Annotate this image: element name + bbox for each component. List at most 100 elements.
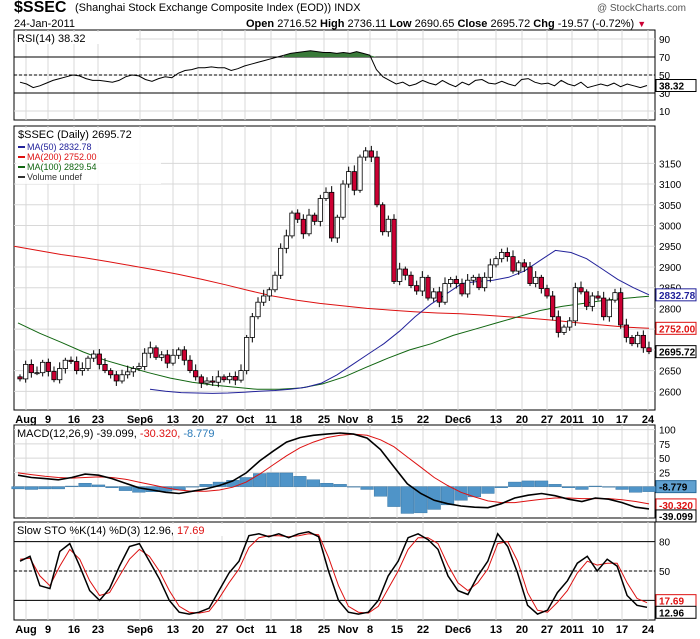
macd-histogram-bar bbox=[615, 486, 629, 490]
macd-tick-label: 100 bbox=[659, 426, 676, 437]
candle-body bbox=[527, 266, 533, 284]
candle-body bbox=[102, 363, 108, 372]
candle-body bbox=[238, 370, 244, 381]
macd-panel: 1007550250MACD(12,26,9) -39.099, -30.320… bbox=[11, 424, 697, 523]
x-axis-label: Nov bbox=[338, 624, 360, 636]
macd-last-label-box bbox=[655, 509, 697, 523]
rsi-tick-label: 30 bbox=[659, 89, 671, 100]
candle-body bbox=[51, 371, 57, 381]
macd-title-part: -8.779 bbox=[180, 428, 214, 440]
rsi-overbought-fill bbox=[284, 50, 377, 57]
candle-body bbox=[340, 183, 346, 218]
watermark[interactable]: @ StockCharts.com bbox=[596, 3, 686, 14]
macd-histogram-bar bbox=[508, 481, 522, 487]
candle-body bbox=[34, 372, 40, 375]
rsi-tick-label: 90 bbox=[659, 35, 671, 46]
x-axis-label: 25 bbox=[318, 624, 330, 636]
x-axis-label: 25 bbox=[318, 414, 330, 426]
x-axis-label: 18 bbox=[290, 624, 302, 636]
candle-body bbox=[533, 276, 539, 284]
candle-body bbox=[516, 262, 522, 272]
candle-body bbox=[329, 191, 335, 239]
low-value: 2690.65 bbox=[414, 18, 455, 30]
candle-body bbox=[193, 370, 199, 378]
legend-entry: MA(200) 2752.00 bbox=[27, 152, 97, 162]
macd-histogram-bar bbox=[629, 486, 643, 493]
rsi-tick-label: 50 bbox=[659, 71, 671, 82]
candle-body bbox=[198, 376, 204, 384]
candle-body bbox=[261, 295, 267, 303]
macd-histogram-bar bbox=[279, 472, 294, 487]
candle-body bbox=[136, 366, 142, 369]
macd-histogram-bar bbox=[51, 486, 65, 490]
sto-title-part: 17.69 bbox=[174, 525, 205, 537]
candle-body bbox=[374, 156, 380, 206]
candle-body bbox=[595, 295, 601, 299]
candle-body bbox=[153, 347, 159, 358]
legend-entry: MA(100) 2829.54 bbox=[27, 162, 97, 172]
candle-body bbox=[493, 258, 499, 266]
candle-body bbox=[402, 268, 408, 276]
candle-body bbox=[623, 324, 629, 338]
candle-body bbox=[85, 357, 91, 369]
candle-body bbox=[431, 291, 437, 299]
legend-bg bbox=[16, 128, 161, 184]
rsi-last-label-box bbox=[655, 79, 697, 93]
close-value: 2695.72 bbox=[490, 18, 531, 30]
x-axis-label: 13 bbox=[167, 624, 179, 636]
candle-body bbox=[380, 204, 386, 233]
x-axis-label: 17 bbox=[616, 624, 628, 636]
x-axis-label: 9 bbox=[45, 414, 51, 426]
x-axis-label: 11 bbox=[265, 624, 277, 636]
candle-body bbox=[147, 347, 153, 354]
x-axis-label: 13 bbox=[490, 624, 502, 636]
macd-histogram-bar bbox=[347, 486, 361, 488]
sto-title: Slow STO %K(14) %D(3) 12.96, 17.69 bbox=[17, 525, 205, 537]
x-axis-label: 8 bbox=[367, 624, 373, 636]
macd-histogram-bar bbox=[481, 486, 495, 494]
candle-body bbox=[363, 150, 369, 158]
rsi-panel: 90 70 50 30 10 RSI(14) 38.32 38.32 bbox=[13, 29, 697, 121]
x-axis-label: 15 bbox=[391, 624, 403, 636]
candle-body bbox=[176, 349, 182, 356]
candle-body bbox=[125, 371, 131, 376]
sto-title-bg bbox=[16, 524, 244, 536]
candle-body bbox=[266, 289, 272, 297]
candle-body bbox=[215, 376, 221, 383]
x-axis-label: 8 bbox=[367, 414, 373, 426]
x-axis-label: Aug bbox=[15, 624, 36, 636]
candle-body bbox=[346, 171, 352, 185]
candle-body bbox=[635, 334, 641, 345]
x-axis-label: 23 bbox=[92, 414, 104, 426]
x-axis-label: 2011 bbox=[560, 624, 584, 636]
macd-histogram-bar bbox=[548, 484, 562, 487]
macd-histogram-bar bbox=[78, 482, 92, 487]
rsi-title: RSI(14) 38.32 bbox=[17, 33, 85, 45]
candle-body bbox=[584, 291, 590, 307]
macd-last-label: -39.099 bbox=[659, 512, 693, 523]
close-last-label: 2695.72 bbox=[659, 348, 696, 359]
macd-title: MACD(12,26,9) -39.099, -30.320, -8.779 bbox=[17, 428, 215, 440]
macd-histogram-bar bbox=[387, 486, 401, 507]
macd-title-bg bbox=[16, 427, 244, 439]
exchange: INDX bbox=[334, 2, 361, 14]
high-value: 2736.11 bbox=[347, 18, 387, 30]
open-value: 2716.52 bbox=[277, 18, 317, 30]
x-axis-label: 22 bbox=[417, 414, 429, 426]
candle-body bbox=[606, 299, 612, 318]
ohlc-summary: Open 2716.52 High 2736.11 Low 2690.65 Cl… bbox=[246, 18, 646, 30]
chart-header: $SSEC (Shanghai Stock Exchange Composite… bbox=[0, 0, 700, 34]
macd-histogram-bar bbox=[535, 480, 549, 487]
price-tick-label: 3150 bbox=[659, 159, 682, 170]
x-axis-label: 15 bbox=[391, 414, 403, 426]
candle-body bbox=[283, 235, 289, 249]
candle-body bbox=[181, 349, 187, 361]
price-tick-label: 3000 bbox=[659, 222, 682, 233]
symbol: $SSEC bbox=[14, 0, 67, 16]
x-axis-label: 27 bbox=[216, 414, 228, 426]
price-tick-label: 3050 bbox=[659, 201, 682, 212]
open-label: Open bbox=[246, 18, 275, 30]
sto-d-last-label: 17.69 bbox=[659, 597, 684, 608]
candle-body bbox=[470, 276, 476, 281]
candle-body bbox=[391, 218, 397, 282]
